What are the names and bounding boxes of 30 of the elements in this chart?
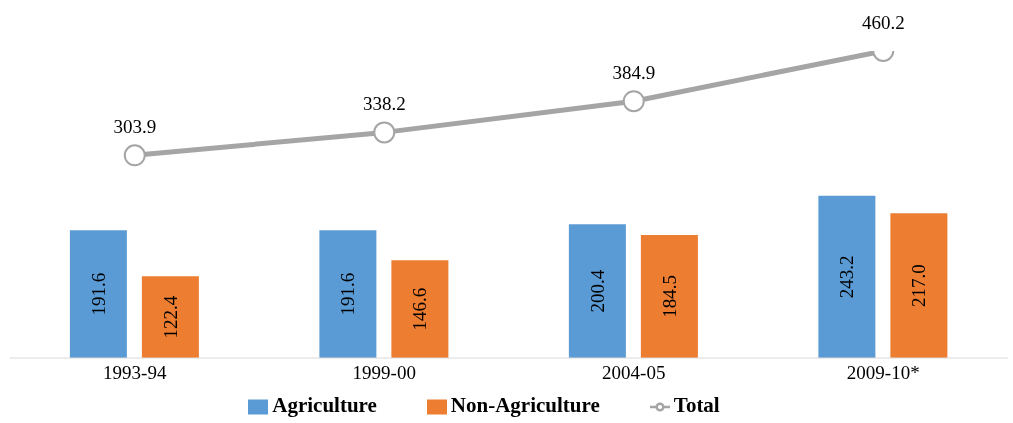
data-label: 122.4 [159, 295, 181, 339]
bar [391, 260, 449, 358]
data-label: 217.0 [908, 264, 930, 307]
data-label: 184.5 [658, 275, 680, 318]
bar [141, 276, 199, 358]
x-tick-label: 1999-00 [352, 362, 416, 384]
data-label: 303.9 [113, 116, 157, 138]
legend-label: Total [673, 393, 720, 417]
bar [640, 234, 698, 358]
legend-label: Agriculture [272, 393, 377, 417]
x-tick-label: 2009-10* [846, 362, 920, 384]
legend-label: Non-Agriculture [450, 393, 600, 417]
bar [319, 230, 377, 358]
point [373, 121, 396, 144]
data-label: 191.6 [337, 272, 359, 316]
point [622, 90, 645, 113]
x-tick-label: 2004-05 [602, 362, 666, 384]
x-tick-label: 1993-94 [103, 362, 167, 384]
data-label: 338.2 [362, 93, 406, 115]
data-label: 384.9 [612, 62, 656, 84]
bar [890, 213, 948, 358]
data-label: 146.6 [409, 287, 431, 331]
data-label: 243.2 [836, 255, 858, 299]
point [123, 144, 146, 167]
bar [69, 230, 127, 358]
bar [818, 195, 876, 358]
data-label: 460.2 [861, 12, 905, 33]
data-label: 200.4 [586, 269, 608, 313]
data-label: 191.6 [87, 272, 109, 316]
bar [568, 224, 626, 358]
